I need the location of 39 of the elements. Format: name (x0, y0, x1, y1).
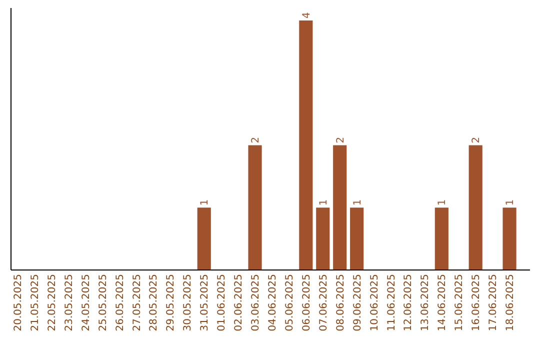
x-tick-label: 10.06.2025 (369, 274, 380, 332)
x-tick-label: 16.06.2025 (471, 274, 482, 332)
x-tick-label: 20.05.2025 (12, 274, 24, 332)
x-tick-label: 02.06.2025 (234, 274, 245, 332)
data-label: 1 (318, 199, 330, 206)
x-tick-label: 01.06.2025 (216, 274, 228, 332)
data-label: 2 (250, 136, 262, 144)
x-tick-label: 04.06.2025 (267, 274, 278, 332)
x-tick-label: 31.05.2025 (200, 274, 211, 332)
x-tick-label: 13.06.2025 (420, 274, 432, 332)
x-tick-label: 29.05.2025 (166, 274, 177, 332)
x-tick-label: 12.06.2025 (403, 274, 414, 332)
x-tick-label: 08.06.2025 (335, 274, 346, 332)
data-label: 1 (437, 199, 448, 206)
x-tick-label: 23.05.2025 (64, 274, 75, 332)
data-label: 1 (352, 199, 364, 206)
data-label: 4 (301, 12, 312, 18)
x-tick-label: 07.06.2025 (318, 274, 330, 332)
data-label: 1 (505, 199, 516, 206)
x-tick-label: 03.06.2025 (250, 274, 262, 332)
x-tick-label: 14.06.2025 (437, 274, 448, 332)
x-tick-label: 25.05.2025 (98, 274, 109, 332)
data-label: 1 (200, 199, 211, 206)
x-tick-label: 18.06.2025 (505, 274, 516, 332)
data-label: 2 (471, 136, 482, 144)
x-tick-label: 26.05.2025 (114, 274, 126, 332)
x-tick-label: 15.06.2025 (454, 274, 466, 332)
x-tick-label: 30.05.2025 (182, 274, 194, 332)
x-tick-label: 21.05.2025 (30, 274, 41, 332)
x-tick-label: 27.05.2025 (132, 274, 143, 332)
x-tick-label: 28.05.2025 (148, 274, 160, 332)
x-tick-label: 06.06.2025 (301, 274, 312, 332)
data-label: 2 (335, 136, 346, 144)
x-tick-label: 17.06.2025 (488, 274, 500, 332)
x-tick-label: 05.06.2025 (284, 274, 296, 332)
x-tick-label: 11.06.2025 (386, 274, 398, 332)
x-tick-label: 22.05.2025 (46, 274, 58, 332)
x-tick-label: 24.05.2025 (80, 274, 92, 332)
x-tick-label: 09.06.2025 (352, 274, 364, 332)
